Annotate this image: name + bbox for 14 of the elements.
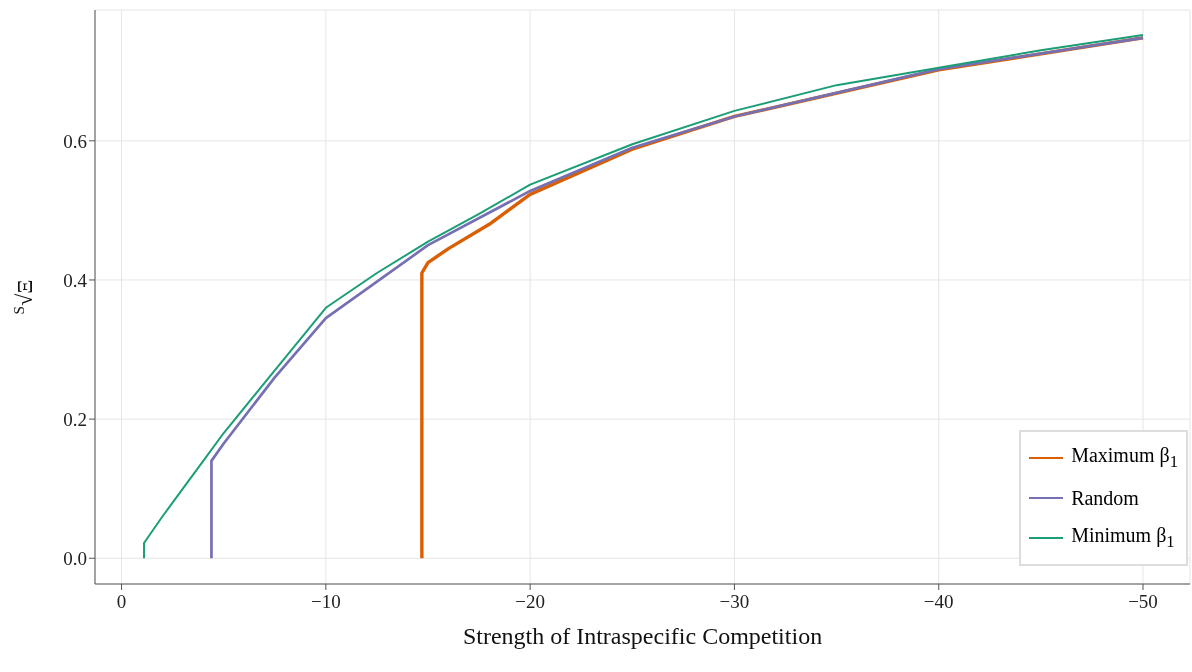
x-tick-label: −10 <box>310 591 341 612</box>
x-tick-label: −50 <box>1128 591 1158 612</box>
x-axis-title: Strength of Intraspecific Competition <box>462 623 823 649</box>
x-tick-label: −20 <box>515 591 545 612</box>
y-tick-label: 0.0 <box>63 548 87 569</box>
y-tick-label: 0.2 <box>63 408 87 430</box>
legend-label: Maximum β$_{1}$ <box>1071 444 1178 472</box>
legend-label: Random <box>1071 486 1139 510</box>
legend-label: Minimum β$_{1}$ <box>1071 524 1175 552</box>
y-tick-label: 0.4 <box>63 269 88 291</box>
y-tick-label: 0.6 <box>63 130 87 152</box>
x-tick-label: 0 <box>116 591 127 612</box>
x-tick-label: −30 <box>719 591 750 612</box>
x-tick-label: −40 <box>923 591 954 612</box>
